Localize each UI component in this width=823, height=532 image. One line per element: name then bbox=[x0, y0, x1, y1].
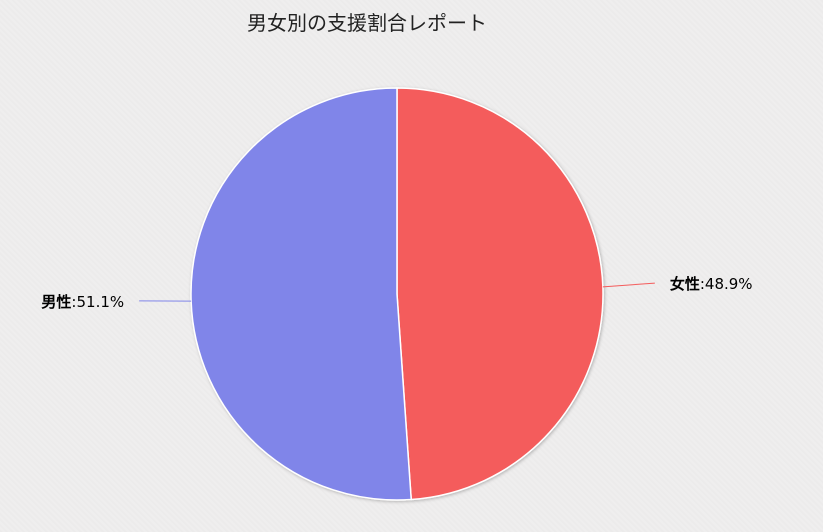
chart-title: 男女別の支援割合レポート bbox=[247, 11, 487, 35]
data-label-category: 女性 bbox=[670, 275, 700, 293]
data-label-1: 男性:51.1% bbox=[41, 293, 124, 311]
pie-slice-0[interactable] bbox=[396, 87, 604, 501]
data-label-category: 男性 bbox=[41, 293, 71, 311]
pie-slice-1[interactable] bbox=[190, 87, 413, 501]
data-label-value: :48.9% bbox=[700, 275, 753, 293]
data-label-0: 女性:48.9% bbox=[670, 275, 753, 293]
data-label-value: :51.1% bbox=[71, 293, 124, 311]
connector-line-0 bbox=[602, 282, 655, 288]
